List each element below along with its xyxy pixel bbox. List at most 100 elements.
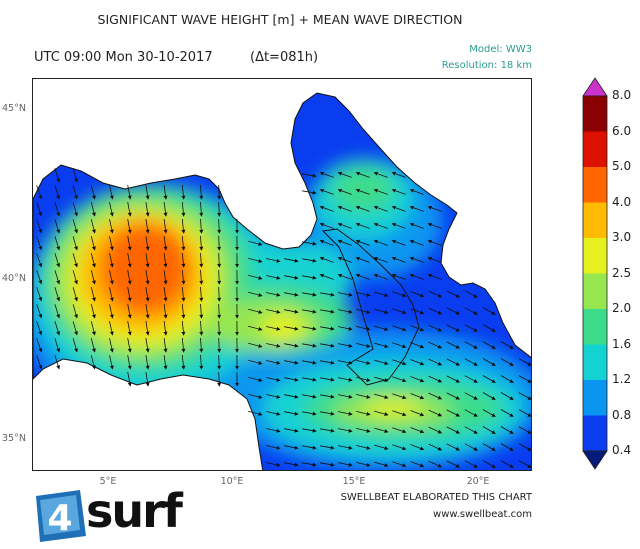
forecast-step-label: (Δt=081h) — [250, 50, 319, 65]
wave-direction-arrow — [410, 291, 425, 298]
wave-direction-arrow — [248, 359, 263, 365]
wave-direction-arrow — [54, 219, 61, 234]
wave-direction-arrow — [410, 376, 425, 383]
logo-text: surf — [86, 484, 183, 538]
lat-label-45: 45°N — [2, 103, 26, 114]
wave-direction-arrow — [464, 341, 478, 349]
wave-direction-arrow — [392, 461, 407, 468]
colorbar-label: 3.0 — [612, 230, 632, 244]
wave-direction-arrow — [284, 309, 299, 314]
wave-direction-arrow — [355, 273, 370, 280]
wave-direction-arrow — [109, 338, 114, 353]
wave-direction-arrow — [163, 236, 168, 251]
wave-direction-arrow — [337, 188, 352, 195]
wave-direction-arrow — [356, 394, 371, 399]
wave-direction-arrow — [428, 341, 443, 349]
wave-direction-arrow — [109, 253, 114, 268]
wave-direction-arrow — [409, 222, 424, 229]
wave-direction-arrow — [319, 273, 334, 280]
wave-direction-arrow — [356, 292, 371, 297]
wave-direction-arrow — [446, 443, 461, 451]
wave-direction-arrow — [428, 375, 443, 383]
wave-direction-arrow — [199, 201, 204, 217]
wave-direction-arrow — [355, 239, 370, 246]
wave-direction-arrow — [464, 375, 478, 383]
wave-direction-arrow — [72, 219, 78, 234]
wave-direction-arrow — [266, 428, 281, 433]
wave-direction-arrow — [109, 236, 114, 251]
resolution-label: Resolution: 18 km — [441, 60, 532, 71]
colorbar-label: 5.0 — [612, 159, 632, 173]
wave-direction-arrow — [355, 222, 370, 229]
wave-direction-arrow — [284, 258, 299, 263]
colorbar-cell — [583, 96, 607, 132]
wave-direction-arrow — [319, 222, 334, 229]
wave-direction-arrow — [518, 460, 531, 468]
wave-direction-arrow — [284, 275, 299, 280]
wave-direction-arrow — [90, 219, 96, 234]
wave-direction-arrow — [337, 205, 352, 212]
wave-direction-arrow — [428, 409, 443, 417]
wave-direction-arrow — [54, 355, 61, 370]
wave-map[interactable] — [32, 78, 532, 471]
wave-direction-arrow — [284, 394, 299, 399]
wave-direction-arrow — [482, 307, 496, 315]
wave-direction-arrow — [127, 321, 132, 336]
wave-direction-arrow — [109, 219, 114, 234]
wave-direction-arrow — [109, 202, 114, 217]
wave-direction-arrow — [217, 354, 222, 370]
wave-direction-arrow — [72, 253, 78, 268]
wave-direction-arrow — [54, 253, 61, 268]
wave-direction-arrow — [410, 461, 425, 468]
wave-direction-arrow — [54, 185, 61, 200]
wave-direction-arrow — [373, 256, 388, 263]
wave-direction-arrow — [90, 321, 96, 336]
wave-direction-arrow — [464, 426, 478, 434]
wave-direction-arrow — [500, 341, 514, 349]
wave-direction-arrow — [181, 269, 186, 285]
colorbar — [582, 77, 608, 470]
wave-direction-arrow — [72, 270, 78, 285]
wave-direction-arrow — [373, 222, 388, 229]
website-link[interactable]: www.swellbeat.com — [433, 509, 532, 520]
wave-direction-arrows — [36, 168, 531, 468]
wave-direction-arrow — [145, 202, 150, 217]
wave-direction-arrow — [392, 308, 407, 315]
wave-direction-arrow — [337, 171, 352, 178]
wave-direction-arrow — [427, 205, 442, 212]
wave-direction-arrow — [36, 287, 43, 302]
wave-direction-arrow — [391, 273, 406, 280]
wave-direction-arrow — [391, 239, 406, 246]
wave-direction-arrow — [356, 462, 371, 467]
wave-direction-arrow — [464, 392, 478, 400]
wave-direction-arrow — [482, 392, 496, 400]
wave-direction-arrow — [217, 320, 222, 336]
wave-direction-arrow — [374, 427, 389, 433]
wave-direction-arrow — [90, 236, 96, 251]
wave-direction-arrow — [427, 239, 442, 246]
wave-direction-arrow — [163, 219, 168, 234]
wave-direction-arrow — [127, 287, 132, 302]
wave-direction-arrow — [500, 460, 514, 468]
wave-direction-arrow — [72, 202, 78, 217]
wave-direction-arrow — [464, 307, 478, 315]
wave-direction-arrow — [391, 205, 406, 212]
wave-direction-arrow — [337, 256, 352, 263]
wave-direction-arrow — [374, 376, 389, 382]
logo-mark-text: 4 — [47, 498, 72, 539]
wave-direction-arrow — [284, 411, 299, 416]
wave-direction-arrow — [338, 445, 353, 450]
wave-direction-arrow — [145, 355, 150, 370]
colorbar-cell — [583, 131, 607, 168]
colorbar-cell — [583, 202, 607, 239]
wave-direction-arrow — [392, 342, 407, 349]
wave-direction-arrow — [54, 338, 61, 353]
wave-direction-arrow — [163, 253, 168, 268]
wave-direction-arrow — [90, 253, 96, 268]
wave-direction-arrow — [392, 393, 407, 400]
wave-direction-arrow — [373, 188, 388, 195]
wave-direction-arrow — [374, 325, 389, 331]
lon-label-10: 10°E — [220, 476, 244, 487]
chart-title: SIGNIFICANT WAVE HEIGHT [m] + MEAN WAVE … — [97, 12, 463, 27]
wave-direction-arrow — [284, 445, 299, 450]
